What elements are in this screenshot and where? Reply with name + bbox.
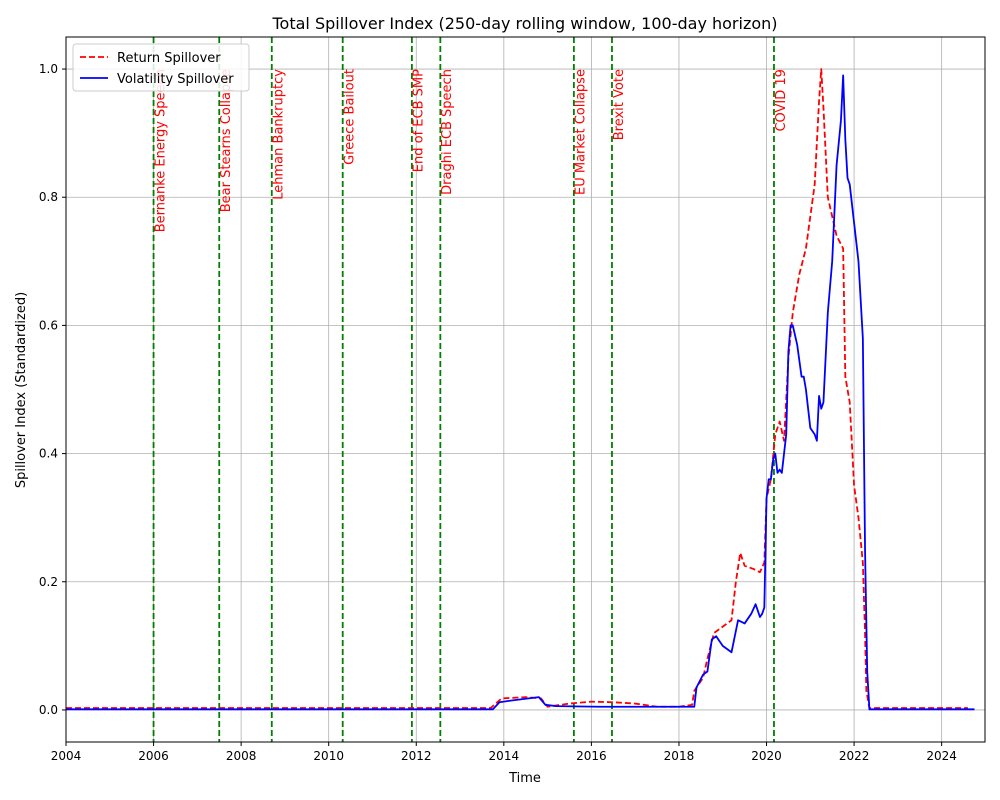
- legend-volatility-label: Volatility Spillover: [117, 72, 234, 87]
- y-tick-label: 0.4: [39, 447, 58, 461]
- event-label: End of ECB SMP: [412, 69, 427, 172]
- y-tick-label: 0.2: [39, 575, 58, 589]
- chart-title: Total Spillover Index (250-day rolling w…: [271, 14, 777, 33]
- event-label: EU Market Collapse: [574, 69, 589, 195]
- event-label: Brexit Vote: [612, 69, 627, 140]
- plot-area: Bernanke Energy Speech Bear Stearns Colla…: [39, 36, 986, 763]
- event-label: Lehman Bankruptcy: [272, 69, 287, 200]
- event-label: Draghi ECB Speech: [440, 69, 455, 195]
- x-tick-label: 2016: [576, 749, 607, 763]
- legend: Return Spillover Volatility Spillover: [72, 43, 250, 92]
- x-tick-label: 2014: [489, 749, 520, 763]
- x-tick-label: 2018: [664, 749, 695, 763]
- x-tick-label: 2004: [51, 749, 82, 763]
- y-tick-label: 0.6: [39, 318, 58, 332]
- event-label: Greece Bailout: [343, 69, 358, 165]
- event-label: Bear Stearns Collapse: [219, 69, 234, 212]
- y-axis-label: Spillover Index (Standardized): [14, 292, 29, 488]
- y-tick-label: 0.0: [39, 703, 58, 717]
- x-tick-label: 2010: [313, 749, 344, 763]
- x-tick-label: 2022: [839, 749, 870, 763]
- volatility-spillover-line: [66, 74, 975, 711]
- x-axis-label: Time: [508, 771, 541, 786]
- return-spillover-line: [66, 68, 968, 709]
- y-tick-label: 0.8: [39, 190, 58, 204]
- event-label: Bernanke Energy Speech: [153, 69, 168, 232]
- x-tick-label: 2020: [751, 749, 782, 763]
- x-tick-label: 2024: [926, 749, 957, 763]
- x-tick-label: 2006: [138, 749, 169, 763]
- legend-return-label: Return Spillover: [117, 51, 221, 66]
- legend-box: [72, 43, 250, 92]
- x-tick-label: 2012: [401, 749, 432, 763]
- x-tick-label: 2008: [226, 749, 257, 763]
- axes-frame: [65, 36, 986, 743]
- event-label: COVID 19: [774, 69, 789, 132]
- y-tick-label: 1.0: [39, 62, 58, 76]
